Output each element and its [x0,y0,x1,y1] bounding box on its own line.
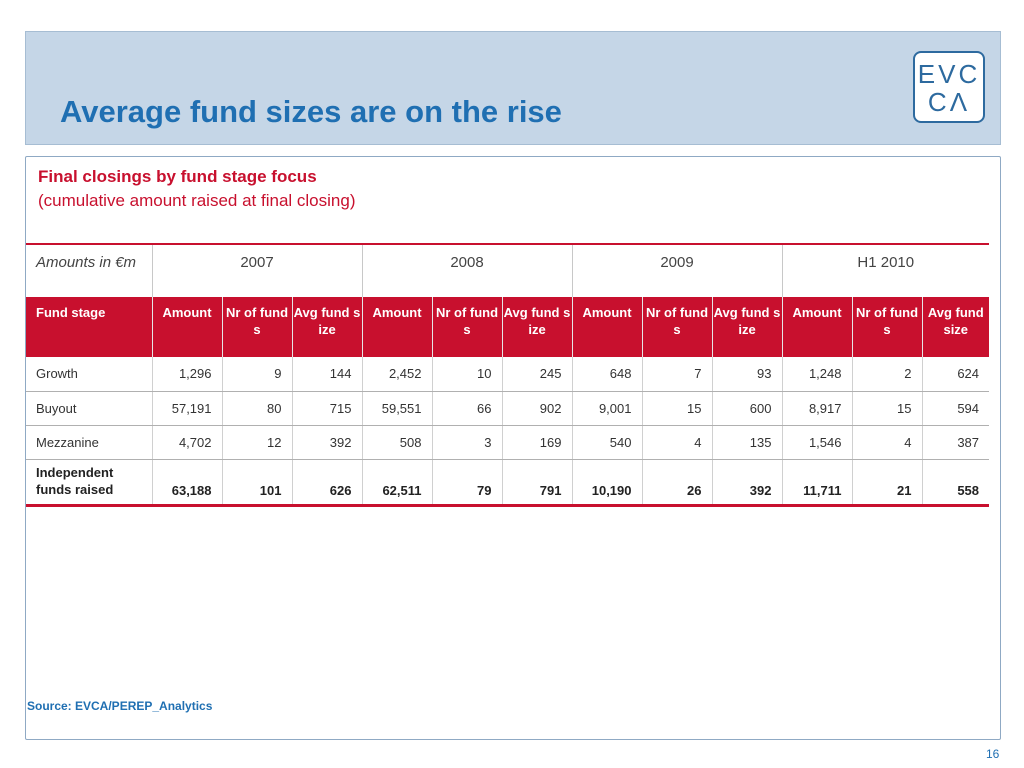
page-number: 16 [986,747,1000,761]
table-cell: 2 [851,357,922,392]
amounts-unit-label: Amounts in €m [26,243,152,297]
table-cell: 508 [361,425,432,460]
total-cell: 26 [641,459,712,507]
logo-text-top: EVC [917,59,981,89]
total-cell: 10,190 [571,459,642,507]
table-cell: 169 [501,425,572,460]
row-label: Buyout [26,391,152,426]
slide-header-band: Average fund sizes are on the rise EVC C… [25,31,1001,145]
total-cell: 558 [921,459,990,507]
table-cell: 7 [641,357,712,392]
year-2009-header: 2009 [571,243,782,297]
column-header: Nr of funds [641,297,712,357]
table-row: Buyout 57,191 80 715 59,551 66 902 9,001 15 600 8,… [26,391,990,426]
total-cell: 791 [501,459,572,507]
column-header: Avg fund size [711,297,782,357]
table-cell: 15 [641,391,712,426]
column-header-row: Fund stage Amount Nr of funds Avg fund size… [26,297,990,357]
table-cell: 66 [431,391,502,426]
total-cell: 11,711 [781,459,852,507]
table-cell: 3 [431,425,502,460]
table-cell: 9,001 [571,391,642,426]
column-header: Amount [361,297,432,357]
table-cell: 594 [921,391,990,426]
table-title: Final closings by fund stage focus [38,167,317,186]
year-header-row: Amounts in €m 2007 2008 2009 H1 2010 [26,243,990,297]
total-row: Independent funds raised 63,188 101 626 62,5… [26,459,990,507]
total-cell: 101 [221,459,292,507]
table-cell: 387 [921,425,990,460]
total-cell: 63,188 [151,459,222,507]
column-header: Amount [151,297,222,357]
table-cell: 15 [851,391,922,426]
table-row: Growth 1,296 9 144 2,452 10 245 648 7 93 1,248 2 624 [26,357,990,392]
table-cell: 10 [431,357,502,392]
table-cell: 2,452 [361,357,432,392]
table-cell: 144 [291,357,362,392]
column-header: Amount [571,297,642,357]
slide-title: Average fund sizes are on the rise [60,94,562,129]
row-label: Growth [26,357,152,392]
total-cell: 21 [851,459,922,507]
table-cell: 4 [851,425,922,460]
column-header: Avg fund size [501,297,572,357]
table-cell: 135 [711,425,782,460]
total-cell: 626 [291,459,362,507]
total-cell: 62,511 [361,459,432,507]
column-header: Nr of funds [431,297,502,357]
table-cell: 648 [571,357,642,392]
table-cell: 624 [921,357,990,392]
year-2007-header: 2007 [151,243,362,297]
source-note: Source: EVCA/PEREP_Analytics [27,699,213,713]
table-cell: 600 [711,391,782,426]
table-cell: 12 [221,425,292,460]
column-header: Avg fund size [291,297,362,357]
table-cell: 245 [501,357,572,392]
column-header: Avg fund size [921,297,990,357]
column-header: Nr of funds [221,297,292,357]
year-h1-2010-header: H1 2010 [781,243,990,297]
total-row-label: Independent funds raised [26,459,152,507]
column-header: Nr of funds [851,297,922,357]
table-cell: 8,917 [781,391,852,426]
table-cell: 540 [571,425,642,460]
total-cell: 392 [711,459,782,507]
table-subtitle-note: (cumulative amount raised at final closi… [38,191,356,210]
table-cell: 1,248 [781,357,852,392]
table-cell: 59,551 [361,391,432,426]
table-cell: 1,296 [151,357,222,392]
table-cell: 9 [221,357,292,392]
table-cell: 57,191 [151,391,222,426]
row-label: Mezzanine [26,425,152,460]
table-cell: 93 [711,357,782,392]
table-cell: 80 [221,391,292,426]
table-cell: 392 [291,425,362,460]
total-cell: 79 [431,459,502,507]
table-cell: 4,702 [151,425,222,460]
table-cell: 715 [291,391,362,426]
fund-closings-table: Amounts in €m 2007 2008 2009 H1 2010 Fun… [26,243,990,507]
year-2008-header: 2008 [361,243,572,297]
table-cell: 902 [501,391,572,426]
logo-text-bottom: CΛ [927,87,971,117]
evca-logo: EVC CΛ [913,51,985,123]
column-header: Amount [781,297,852,357]
table-cell: 4 [641,425,712,460]
table-cell: 1,546 [781,425,852,460]
column-header-fund-stage: Fund stage [36,305,106,320]
table-row: Mezzanine 4,702 12 392 508 3 169 540 4 135 1,546 4 3… [26,425,990,460]
